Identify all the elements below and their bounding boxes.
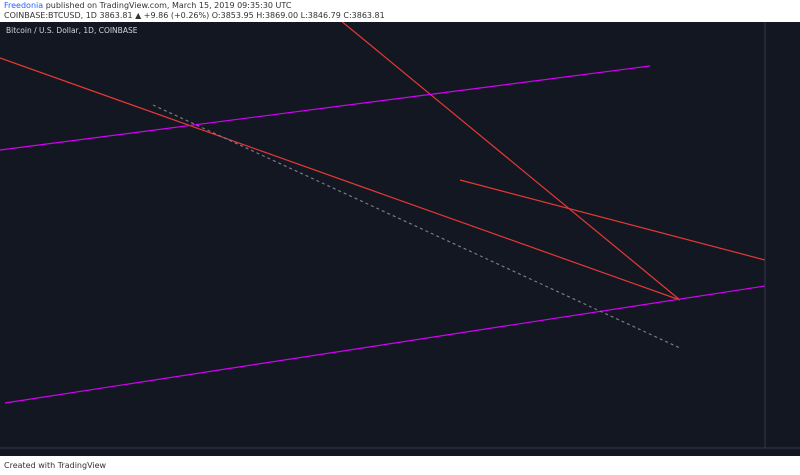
trendline [0, 57, 681, 301]
plot-background [0, 22, 800, 456]
chart-title: Bitcoin / U.S. Dollar, 1D, COINBASE [6, 26, 138, 35]
trendline [459, 179, 766, 261]
publisher[interactable]: Freedonia [4, 1, 44, 10]
trendline [0, 65, 651, 151]
publish-line: Freedonia published on TradingView.com, … [4, 1, 291, 10]
footer: Created with TradingView [4, 461, 107, 470]
trendline [152, 104, 681, 349]
trendline [4, 285, 766, 404]
quote: COINBASE:BTCUSD, 1D 3863.81 ▲ +9.86 (+0.… [4, 11, 385, 20]
trendline [341, 22, 681, 301]
chart: Bitcoin / U.S. Dollar, 1D, COINBASE [0, 22, 800, 456]
published: published on TradingView.com, March 15, … [45, 1, 292, 10]
